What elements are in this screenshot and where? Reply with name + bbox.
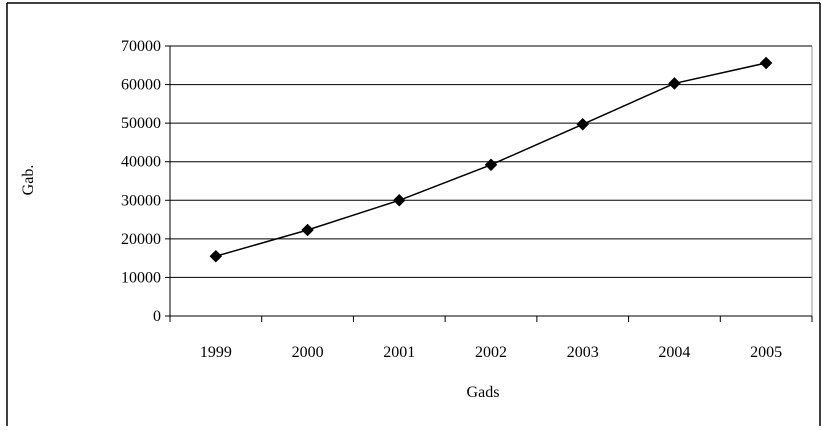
y-axis-title: Gab.: [20, 165, 37, 196]
y-tick-label: 70000: [121, 38, 161, 55]
x-tick-label: 2004: [658, 344, 690, 361]
data-point-marker: [484, 158, 498, 172]
y-tick-label: 60000: [121, 77, 161, 94]
data-point-marker: [576, 117, 590, 131]
y-tick-label: 0: [153, 308, 161, 325]
data-point-marker: [759, 56, 773, 70]
x-tick-label: 2005: [750, 344, 782, 361]
y-tick-label: 50000: [121, 115, 161, 132]
x-axis-title: Gads: [467, 384, 500, 401]
x-tick-label: 1999: [200, 344, 232, 361]
series-markers: [209, 56, 773, 263]
x-tick-label: 2003: [567, 344, 599, 361]
x-tick-labels: 1999 2000 2001 2002 2003 2004 2005: [200, 344, 782, 361]
data-point-marker: [392, 193, 406, 207]
data-point-marker: [668, 77, 681, 90]
y-tick-labels: 0 10000 20000 30000 40000 50000 60000 70000: [121, 38, 161, 325]
data-point-marker: [209, 249, 223, 263]
data-point-marker: [301, 223, 314, 237]
y-tick-label: 30000: [121, 192, 161, 209]
x-tick-label: 2001: [383, 344, 415, 361]
axes: [165, 45, 813, 322]
x-tick-label: 2002: [475, 344, 507, 361]
y-tick-label: 10000: [121, 269, 161, 286]
x-tick-label: 2000: [292, 344, 324, 361]
grid-lines: [170, 45, 813, 316]
y-tick-label: 20000: [121, 231, 161, 248]
y-tick-label: 40000: [121, 154, 161, 171]
